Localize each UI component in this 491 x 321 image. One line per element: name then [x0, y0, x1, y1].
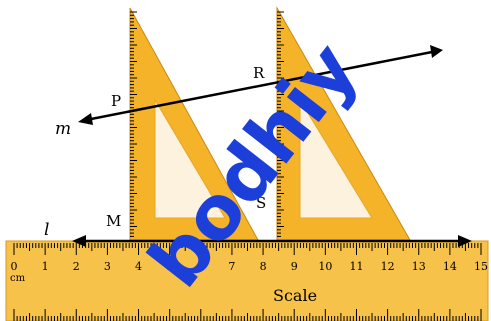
point-m-label: M: [106, 212, 121, 230]
ruler-number: 2: [73, 260, 80, 273]
set-square-right-hole: [299, 98, 373, 219]
set-square-left-hole: [154, 98, 226, 219]
line-l: l: [44, 220, 472, 247]
ruler-title: Scale: [273, 286, 317, 305]
ruler-number: 0: [11, 260, 18, 273]
line-l-left-arrowhead: [72, 235, 86, 247]
ruler-unit-cm: cm: [10, 273, 26, 284]
line-m-right-arrowhead: [430, 45, 443, 58]
ruler-number: 4: [135, 260, 142, 273]
ruler-number: 6: [197, 260, 204, 273]
set-square-right: [276, 6, 411, 241]
ruler-body: [5, 240, 489, 321]
line-l-label: l: [44, 220, 49, 240]
ruler-number: 7: [228, 260, 235, 273]
ruler-numbers: 0 1 2 3 4 5 6 7 8 9 10 11 12 13 14 15: [11, 260, 489, 273]
point-p-label: P: [111, 92, 121, 110]
ruler-number: 5: [166, 260, 173, 273]
ruler-number: 10: [318, 260, 332, 273]
set-square-left: [129, 7, 259, 241]
ruler-number: 12: [381, 260, 395, 273]
ruler-number: 15: [474, 260, 488, 273]
ruler-number: 14: [443, 260, 457, 273]
line-l-right-arrowhead: [458, 235, 472, 247]
point-s-label: S: [256, 194, 266, 212]
ruler-number: 3: [104, 260, 111, 273]
line-m: m: [55, 45, 443, 139]
ruler-number: 13: [412, 260, 426, 273]
set-square-right-scale-ticks: [277, 11, 284, 237]
ruler-bottom-ticks: [13, 309, 482, 321]
ruler-number: 11: [349, 260, 363, 273]
line-m-label: m: [55, 119, 71, 139]
ruler: 0 1 2 3 4 5 6 7 8 9 10 11 12 13 14 15 cm Scale: [5, 240, 489, 321]
point-r-label: R: [253, 64, 265, 82]
ruler-number: 8: [260, 260, 267, 273]
set-square-left-scale-ticks: [130, 11, 137, 237]
ruler-top-ticks: [13, 243, 482, 255]
ruler-number: 1: [42, 260, 49, 273]
line-m-left-arrowhead: [78, 113, 93, 125]
ruler-number: 9: [291, 260, 298, 273]
